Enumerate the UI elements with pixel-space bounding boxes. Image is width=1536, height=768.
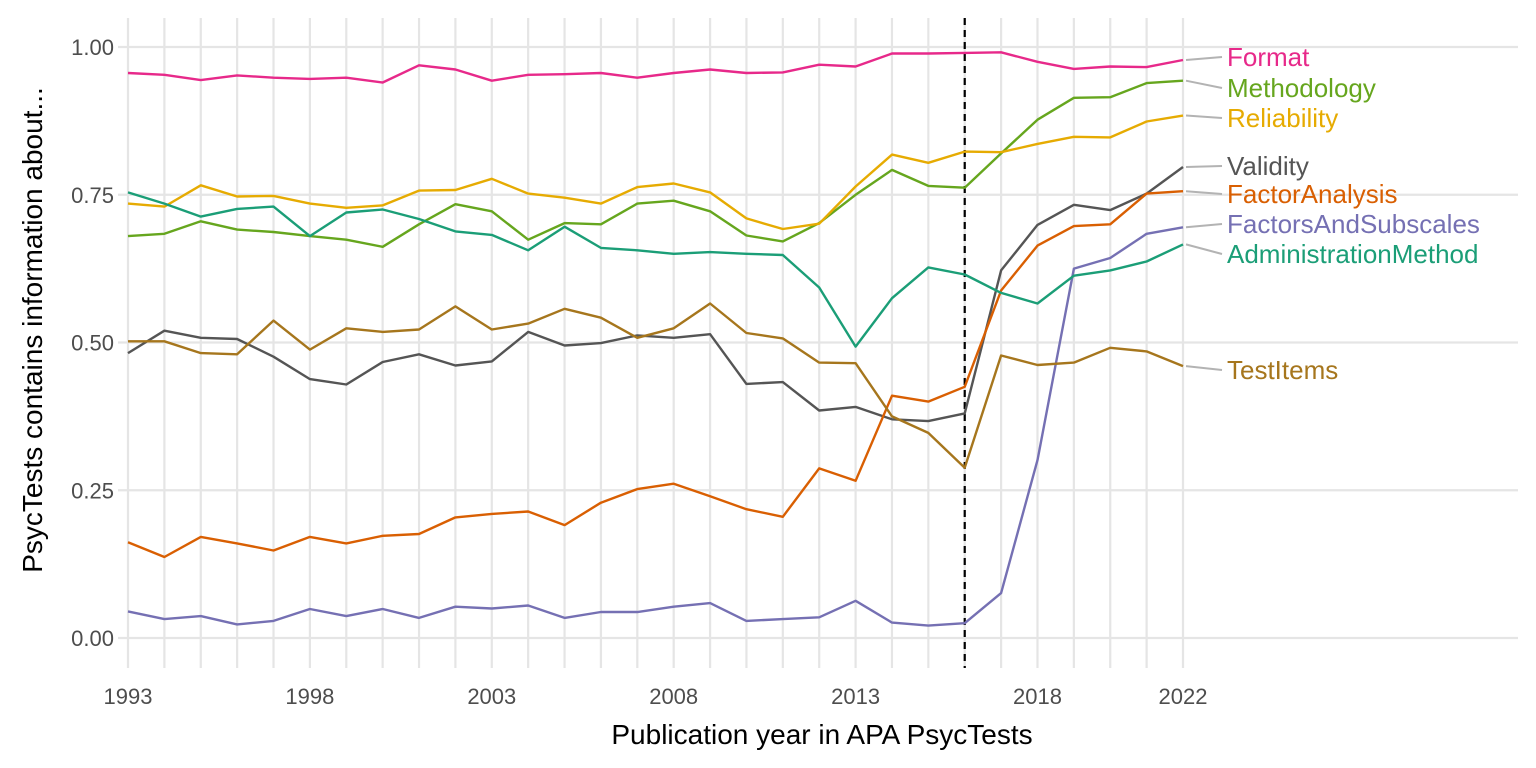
leader-line-Validity xyxy=(1185,165,1223,168)
series-label-Format: Format xyxy=(1227,42,1310,72)
x-axis-title: Publication year in APA PsycTests xyxy=(611,719,1032,750)
x-tick-label: 2003 xyxy=(467,684,516,709)
series-line-Methodology xyxy=(127,79,1184,249)
label-leader-lines xyxy=(1185,56,1223,371)
y-tick-label: 1.00 xyxy=(71,35,114,60)
leader-line-FactorAnalysis xyxy=(1185,190,1223,195)
y-tick-label: 0.25 xyxy=(71,478,114,503)
x-tick-labels: 1993 1998 2003 2008 2013 2018 2022 xyxy=(104,684,1208,709)
leader-line-Methodology xyxy=(1185,79,1223,89)
x-tick-label: 1998 xyxy=(285,684,334,709)
series-label-FactorsAndSubscales: FactorsAndSubscales xyxy=(1227,209,1480,239)
series-line-FactorsAndSubscales xyxy=(127,226,1184,627)
series-line-TestItems xyxy=(128,302,1184,469)
series-line-Reliability xyxy=(127,114,1184,231)
series-label-Validity: Validity xyxy=(1227,151,1309,181)
series-lines xyxy=(127,51,1184,627)
y-axis-title: PsycTests contains information about... xyxy=(17,87,48,573)
axes: 0.00 0.25 0.50 0.75 1.00 1993 1998 2003 2008 201… xyxy=(17,35,1207,750)
x-tick-label: 2013 xyxy=(831,684,880,709)
series-label-AdministrationMethod: AdministrationMethod xyxy=(1227,239,1478,269)
x-tick-label: 2022 xyxy=(1159,684,1208,709)
series-line-FactorAnalysis xyxy=(127,190,1184,559)
x-tick-label: 2018 xyxy=(1013,684,1062,709)
series-label-Methodology: Methodology xyxy=(1227,73,1376,103)
y-tick-label: 0.00 xyxy=(71,626,114,651)
series-line-AdministrationMethod xyxy=(127,191,1184,348)
x-tick-label: 2008 xyxy=(649,684,698,709)
series-label-TestItems: TestItems xyxy=(1227,355,1338,385)
leader-line-Reliability xyxy=(1185,114,1223,119)
series-label-FactorAnalysis: FactorAnalysis xyxy=(1227,179,1398,209)
leader-line-Format xyxy=(1185,56,1223,61)
series-label-Reliability: Reliability xyxy=(1227,103,1338,133)
leader-line-AdministrationMethod xyxy=(1185,243,1223,255)
leader-line-TestItems xyxy=(1185,365,1223,371)
series-line-Validity xyxy=(127,166,1184,423)
leader-line-FactorsAndSubscales xyxy=(1185,223,1223,229)
y-tick-label: 0.50 xyxy=(71,331,114,356)
y-tick-label: 0.75 xyxy=(71,183,114,208)
series-labels: FormatMethodologyReliabilityValidityFact… xyxy=(1227,42,1480,385)
x-tick-label: 1993 xyxy=(104,684,153,709)
series-line-Format xyxy=(127,51,1184,84)
y-tick-labels: 0.00 0.25 0.50 0.75 1.00 xyxy=(71,35,114,651)
